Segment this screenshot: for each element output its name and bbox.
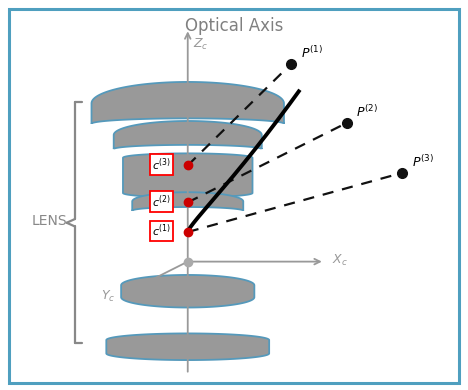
Text: LENS: LENS (31, 214, 67, 228)
Polygon shape (132, 192, 243, 211)
Text: $Y_c$: $Y_c$ (101, 289, 116, 304)
Polygon shape (92, 82, 284, 124)
Text: $P^{(1)}$: $P^{(1)}$ (300, 45, 323, 61)
Text: $c \equiv O_c$: $c \equiv O_c$ (172, 276, 207, 289)
Text: $X_c$: $X_c$ (332, 254, 348, 268)
Text: Optical Axis: Optical Axis (185, 17, 283, 35)
Text: $P^{(3)}$: $P^{(3)}$ (412, 154, 434, 170)
Polygon shape (123, 153, 253, 197)
Text: $P^{(2)}$: $P^{(2)}$ (356, 104, 378, 120)
Text: $c^{(2)}$: $c^{(2)}$ (152, 193, 171, 209)
Polygon shape (114, 121, 262, 149)
Text: $c^{(1)}$: $c^{(1)}$ (152, 223, 171, 239)
Text: $Z_c$: $Z_c$ (193, 37, 209, 52)
Polygon shape (106, 333, 269, 360)
Text: $c^{(3)}$: $c^{(3)}$ (152, 156, 171, 173)
Polygon shape (121, 275, 254, 307)
